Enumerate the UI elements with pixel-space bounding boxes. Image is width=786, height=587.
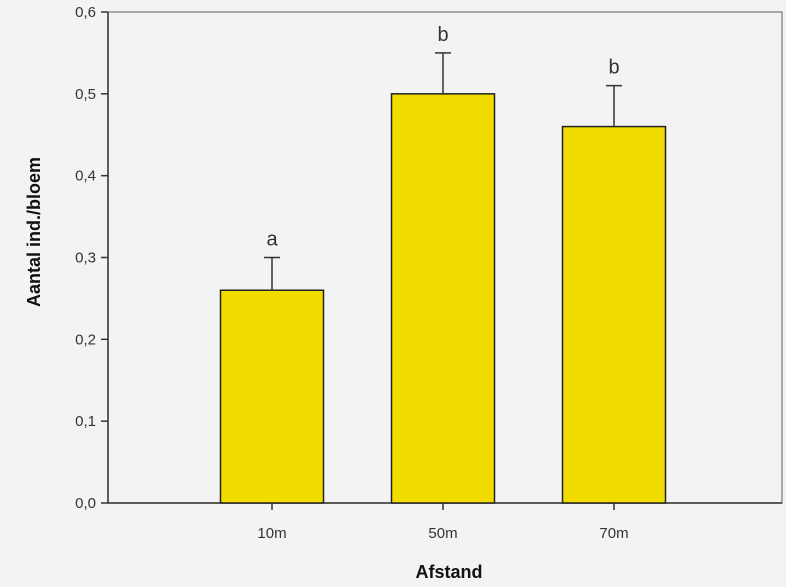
y-axis-title: Aantal ind./bloem bbox=[24, 157, 44, 307]
bar-10m bbox=[219, 289, 325, 504]
y-tick-label: 0,0 bbox=[75, 495, 96, 512]
y-tick-label: 0,5 bbox=[75, 86, 96, 103]
y-tick-label: 0,1 bbox=[75, 413, 96, 430]
x-tick-label: 10m bbox=[257, 525, 286, 542]
bars-group bbox=[219, 93, 667, 504]
x-tick-label: 70m bbox=[599, 525, 628, 542]
y-tick-label: 0,6 bbox=[75, 4, 96, 21]
bar-70m bbox=[561, 125, 667, 504]
x-axis-title: Afstand bbox=[416, 562, 483, 582]
significance-label: b bbox=[437, 24, 448, 46]
significance-labels-group: a b b bbox=[266, 24, 619, 251]
significance-label: b bbox=[608, 57, 619, 79]
y-tick-label: 0,4 bbox=[75, 168, 96, 185]
significance-label: a bbox=[266, 229, 278, 251]
y-tick-label: 0,2 bbox=[75, 331, 96, 348]
error-bars-group bbox=[264, 52, 622, 291]
y-axis: 0,0 0,1 0,2 0,3 0,4 0,5 0,6 bbox=[75, 4, 109, 512]
y-tick-label: 0,3 bbox=[75, 250, 96, 267]
bar-50m bbox=[390, 93, 496, 504]
x-axis: 10m 50m 70m bbox=[108, 502, 782, 542]
x-tick-label: 50m bbox=[428, 525, 457, 542]
